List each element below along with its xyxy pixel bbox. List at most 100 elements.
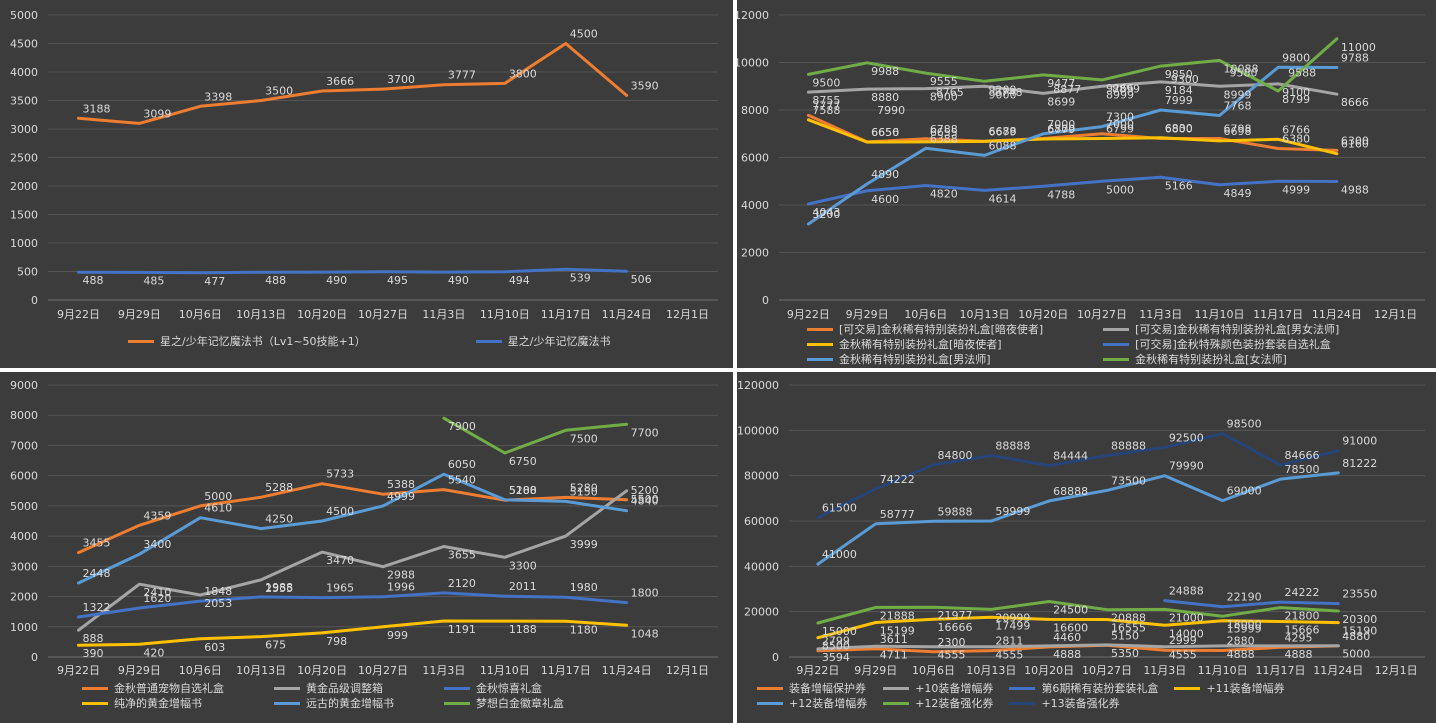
- data-label: 603: [204, 641, 225, 654]
- data-label: 3777: [448, 69, 476, 82]
- legend-item: 金秋稀有特别装扮礼盒[女法师]: [1103, 352, 1339, 366]
- data-label: 8999: [1106, 88, 1134, 101]
- data-label: 7500: [570, 432, 598, 445]
- data-label: 494: [509, 274, 530, 287]
- x-tick-label: 11月17日: [1253, 308, 1303, 321]
- series-line: [1163, 599, 1340, 609]
- legend-label: 金秋稀有特别装扮礼盒[女法师]: [1135, 353, 1287, 366]
- data-label: 5540: [448, 474, 476, 487]
- y-tick-label: 20000: [744, 606, 779, 619]
- y-tick-label: 4000: [10, 66, 38, 79]
- data-label: 4888: [1227, 648, 1255, 661]
- data-label: 16555: [1111, 621, 1146, 634]
- legend-label: 黄金品级调整箱: [306, 682, 383, 695]
- data-label: 16600: [1053, 621, 1088, 634]
- data-label: 7999: [1165, 94, 1193, 107]
- data-label: 3800: [509, 67, 537, 80]
- y-tick-label: 1000: [10, 621, 38, 634]
- series-line: [77, 482, 629, 555]
- data-label: 8877: [1053, 83, 1081, 96]
- legend-swatch: [757, 701, 783, 705]
- data-label: 3099: [143, 107, 171, 120]
- data-label: 7000: [1106, 118, 1134, 131]
- data-label: 4999: [1282, 183, 1310, 196]
- data-label: 6800: [1165, 123, 1193, 136]
- y-tick-label: 0: [31, 294, 38, 307]
- y-tick-label: 40000: [744, 560, 779, 573]
- y-tick-label: 4500: [10, 38, 38, 51]
- data-label: 9588: [1288, 66, 1316, 79]
- data-label: 7588: [812, 104, 840, 117]
- legend-label: [可交易]金秋特殊颜色装扮套装自选礼盒: [1135, 338, 1331, 351]
- data-label: 4849: [1223, 187, 1251, 200]
- data-label: 9000: [989, 88, 1017, 101]
- x-tick-label: 10月6日: [179, 308, 222, 321]
- legend-label: 梦想白金徽章礼盒: [476, 697, 564, 710]
- data-label: 9266: [1106, 82, 1134, 95]
- data-label: 61500: [822, 502, 857, 515]
- data-label: 6750: [509, 455, 537, 468]
- x-tick-label: 9月29日: [118, 664, 161, 677]
- data-label: 10088: [1223, 62, 1258, 75]
- chart-legend-2: [可交易]金秋稀有特别装扮礼盒[暗夜使者] [可交易]金秋稀有特别装扮礼盒[男女法…: [807, 322, 1339, 366]
- y-tick-label: 12000: [737, 9, 769, 22]
- series-line: [816, 643, 1340, 651]
- data-label: 5200: [631, 484, 659, 497]
- x-tick-label: 10月27日: [358, 308, 408, 321]
- data-label: 4788: [1047, 188, 1075, 201]
- data-label: 7900: [448, 420, 476, 433]
- x-tick-label: 11月10日: [1194, 308, 1244, 321]
- data-label: 2799: [822, 635, 850, 648]
- series-line: [77, 42, 629, 125]
- data-label: 5150: [570, 485, 598, 498]
- x-tick-label: 11月10日: [480, 308, 530, 321]
- data-label: 5288: [265, 481, 293, 494]
- legend-item: 星之/少年记忆魔法书（Lv1~50技能+1）: [128, 334, 366, 348]
- series-line: [442, 416, 629, 455]
- x-tick-label: 10月27日: [1082, 664, 1132, 677]
- legend-item: 装备增幅保护券: [757, 681, 867, 695]
- x-tick-label: 12月1日: [666, 308, 709, 321]
- data-label: 2300: [938, 636, 966, 649]
- x-tick-label: 10月13日: [966, 664, 1016, 677]
- y-tick-label: 6000: [741, 152, 769, 165]
- x-tick-label: 11月17日: [1255, 664, 1305, 677]
- chart-panel-2: 0 2000 4000 6000 8000 10000 12000 9月22日 9月29日 10月…: [737, 0, 1436, 368]
- data-label: 485: [143, 274, 164, 287]
- data-label: 69000: [1227, 485, 1262, 498]
- data-label: 490: [448, 274, 469, 287]
- data-label: 8666: [1341, 96, 1369, 109]
- data-label: 23550: [1342, 588, 1377, 601]
- x-tick-label: 11月24日: [1312, 308, 1362, 321]
- chart-panel-1: 0 500 1000 1500 2000 2500 3000 3500 4000 4500 5000…: [0, 0, 733, 368]
- legend-item: 金秋普通宠物自选礼盒: [82, 681, 224, 695]
- data-label: 15190: [1342, 625, 1377, 638]
- legend-label: [可交易]金秋稀有特别装扮礼盒[男女法师]: [1135, 323, 1340, 336]
- data-label: 4840: [631, 495, 659, 508]
- data-label: 6800: [1047, 123, 1075, 136]
- data-label: 2988: [387, 569, 415, 582]
- legend-item: +12装备增幅券: [757, 696, 867, 710]
- x-tick-label: 10月13日: [960, 308, 1010, 321]
- data-label: 4555: [938, 649, 966, 662]
- legend-item: +10装备增幅券: [883, 681, 993, 695]
- y-tick-label: 100000: [737, 424, 779, 437]
- x-tick-label: 10月20日: [297, 308, 347, 321]
- legend-swatch: [444, 686, 470, 690]
- data-label: 3611: [880, 633, 908, 646]
- y-tick-label: 80000: [744, 470, 779, 483]
- y-tick-label: 2000: [741, 247, 769, 260]
- chart-legend-4: 装备增幅保护券 +10装备增幅券 第6期稀有装扮套装礼盒 +11装备增幅券 +12装备增…: [757, 681, 1285, 710]
- data-label: 3400: [143, 538, 171, 551]
- x-tick-label: 10月27日: [1077, 308, 1127, 321]
- legend-label: 金秋稀有特别装扮礼盒[男法师]: [839, 353, 991, 366]
- data-label: 2120: [448, 577, 476, 590]
- legend-swatch: [807, 327, 833, 331]
- data-label: 8999: [1223, 88, 1251, 101]
- legend-item: [可交易]金秋特殊颜色装扮套装自选礼盒: [1103, 337, 1339, 351]
- legend-swatch: [807, 342, 833, 346]
- data-label: 8799: [1282, 93, 1310, 106]
- data-label: 9477: [1047, 77, 1075, 90]
- data-label: 3455: [82, 537, 110, 550]
- data-label: 2053: [204, 597, 232, 610]
